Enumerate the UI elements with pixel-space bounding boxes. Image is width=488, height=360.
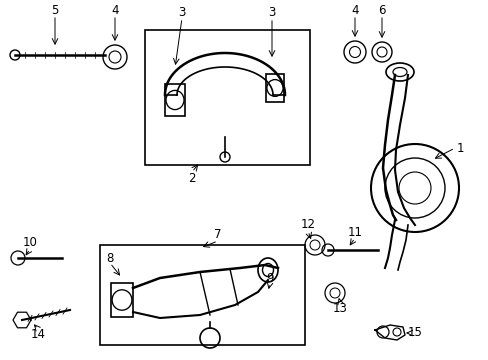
Text: 15: 15 <box>407 327 422 339</box>
Text: 4: 4 <box>111 4 119 17</box>
Text: 8: 8 <box>106 252 113 265</box>
Text: 12: 12 <box>300 219 315 231</box>
Text: 7: 7 <box>214 229 221 242</box>
Text: 6: 6 <box>378 4 385 17</box>
Bar <box>100 245 305 345</box>
Text: 14: 14 <box>30 328 45 342</box>
Text: 5: 5 <box>51 4 59 17</box>
Text: 1: 1 <box>455 141 463 154</box>
Text: 13: 13 <box>332 302 347 315</box>
Bar <box>164 84 184 116</box>
Bar <box>111 283 133 317</box>
Text: 3: 3 <box>268 6 275 19</box>
Text: 9: 9 <box>265 271 273 284</box>
Text: 10: 10 <box>22 237 38 249</box>
Bar <box>265 74 284 102</box>
Text: 3: 3 <box>178 6 185 19</box>
Text: 2: 2 <box>188 171 195 184</box>
Text: 11: 11 <box>347 225 362 238</box>
Text: 4: 4 <box>350 4 358 17</box>
Bar <box>145 30 309 165</box>
